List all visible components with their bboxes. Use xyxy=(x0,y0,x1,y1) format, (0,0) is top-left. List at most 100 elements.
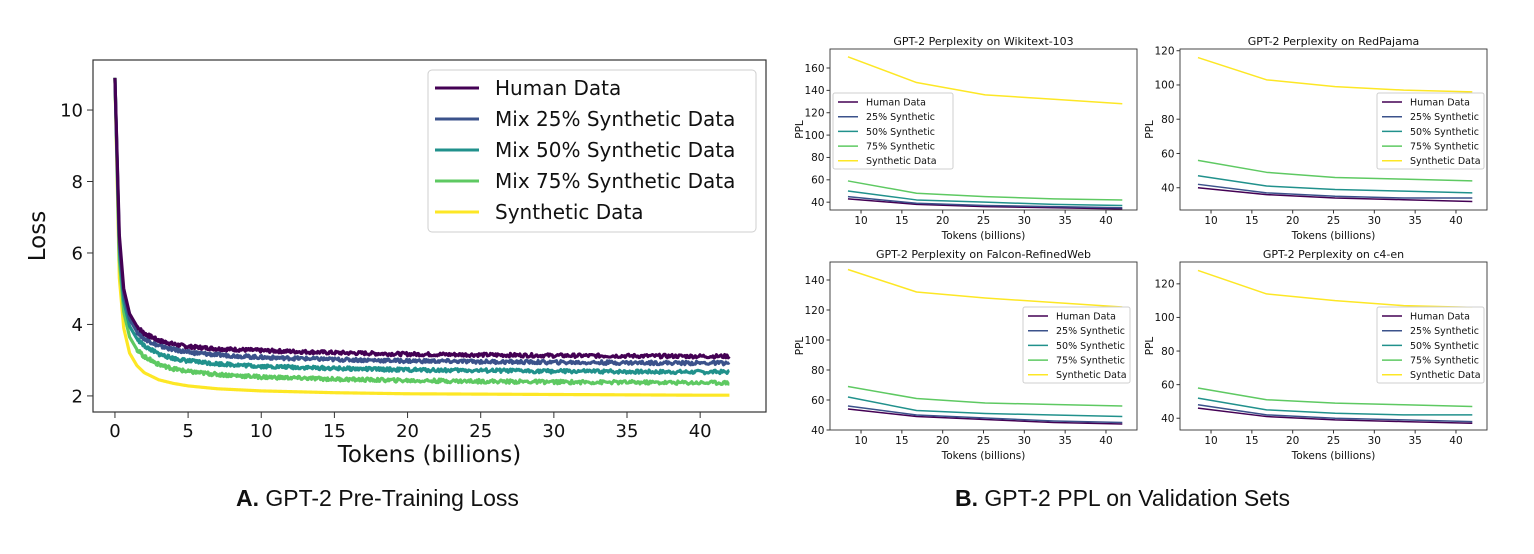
x-tick-label-loss-6: 30 xyxy=(542,421,565,442)
y-tick-label-falcon-1: 60 xyxy=(811,395,824,407)
legend-label-wikitext-0: Human Data xyxy=(866,97,926,108)
x-tick-label-loss-3: 15 xyxy=(323,421,346,442)
y-tick-label-falcon-3: 100 xyxy=(804,335,824,347)
legend-label-redpajama-4: Synthetic Data xyxy=(1410,156,1481,167)
series-line-loss-2 xyxy=(113,77,730,376)
x-tick-label-falcon-0: 10 xyxy=(854,435,867,447)
y-tick-label-wikitext-6: 160 xyxy=(804,63,824,75)
legend-label-redpajama-2: 50% Synthetic xyxy=(1410,127,1479,138)
legend-label-falcon-3: 75% Synthetic xyxy=(1056,356,1125,367)
chart-title-wikitext: GPT-2 Perplexity on Wikitext-103 xyxy=(893,35,1073,48)
series-line-c4-0 xyxy=(1197,407,1473,425)
x-tick-label-falcon-2: 20 xyxy=(936,435,949,447)
y-tick-label-redpajama-3: 100 xyxy=(1154,80,1174,92)
y-tick-label-wikitext-4: 120 xyxy=(804,108,824,120)
legend-label-falcon-4: Synthetic Data xyxy=(1056,370,1127,381)
x-tick-label-c4-2: 20 xyxy=(1286,435,1299,447)
chart-title-c4: GPT-2 Perplexity on c4-en xyxy=(1263,248,1404,261)
caption-a-label: A. xyxy=(236,485,259,511)
legend-label-c4-2: 50% Synthetic xyxy=(1410,341,1479,352)
x-tick-label-loss-8: 40 xyxy=(689,421,712,442)
caption-b: B. GPT-2 PPL on Validation Sets xyxy=(955,485,1290,512)
x-tick-label-c4-1: 15 xyxy=(1245,435,1258,447)
x-tick-label-wikitext-2: 20 xyxy=(936,215,949,227)
x-tick-label-c4-6: 40 xyxy=(1449,435,1462,447)
series-line-falcon-1 xyxy=(847,405,1123,424)
x-tick-label-falcon-5: 35 xyxy=(1058,435,1071,447)
chart-wikitext: 10 15 20 25 30 35 40 40 60 80 100 120 140 160 Tokens (… xyxy=(794,35,1138,242)
y-tick-label-falcon-4: 120 xyxy=(804,305,824,317)
x-tick-label-wikitext-0: 10 xyxy=(854,215,867,227)
y-axis-label-wikitext: PPL xyxy=(794,120,806,139)
x-tick-label-falcon-1: 15 xyxy=(895,435,908,447)
x-tick-label-redpajama-5: 35 xyxy=(1408,215,1421,227)
y-tick-label-redpajama-1: 60 xyxy=(1161,148,1174,160)
x-axis-label-c4: Tokens (billions) xyxy=(1291,450,1376,462)
x-tick-label-wikitext-6: 40 xyxy=(1099,215,1112,227)
y-tick-label-wikitext-0: 40 xyxy=(811,197,824,209)
axes-frame-loss xyxy=(92,59,767,413)
x-tick-label-redpajama-6: 40 xyxy=(1449,215,1462,227)
legend-label-wikitext-4: Synthetic Data xyxy=(866,156,937,167)
y-tick-label-wikitext-5: 140 xyxy=(804,85,824,97)
x-tick-label-loss-1: 5 xyxy=(182,421,193,442)
x-tick-label-wikitext-1: 15 xyxy=(895,215,908,227)
legend-label-falcon-0: Human Data xyxy=(1056,311,1116,322)
legend-label-c4-3: 75% Synthetic xyxy=(1410,356,1479,367)
y-tick-label-falcon-5: 140 xyxy=(804,275,824,287)
y-tick-label-loss-1: 4 xyxy=(72,315,83,336)
y-tick-label-c4-0: 40 xyxy=(1161,413,1174,425)
series-line-redpajama-0 xyxy=(1197,186,1473,203)
caption-b-label: B. xyxy=(955,485,978,511)
x-tick-label-c4-0: 10 xyxy=(1204,435,1217,447)
x-tick-label-c4-3: 25 xyxy=(1327,435,1340,447)
x-tick-label-loss-4: 20 xyxy=(396,421,419,442)
y-tick-label-wikitext-3: 100 xyxy=(804,130,824,142)
x-tick-label-falcon-4: 30 xyxy=(1018,435,1031,447)
series-line-falcon-4 xyxy=(847,268,1123,308)
x-tick-label-falcon-3: 25 xyxy=(977,435,990,447)
x-tick-label-redpajama-1: 15 xyxy=(1245,215,1258,227)
series-line-redpajama-2 xyxy=(1197,174,1473,194)
y-tick-label-c4-4: 120 xyxy=(1154,279,1174,291)
legend-label-c4-1: 25% Synthetic xyxy=(1410,326,1479,337)
x-tick-label-redpajama-3: 25 xyxy=(1327,215,1340,227)
x-tick-label-loss-7: 35 xyxy=(616,421,639,442)
y-tick-label-falcon-2: 80 xyxy=(811,365,824,377)
legend-label-loss-0: Human Data xyxy=(495,76,621,100)
y-tick-label-loss-2: 6 xyxy=(72,243,83,264)
series-line-falcon-0 xyxy=(847,408,1123,425)
x-tick-label-redpajama-0: 10 xyxy=(1204,215,1217,227)
x-tick-label-wikitext-5: 35 xyxy=(1058,215,1071,227)
legend-box-redpajama xyxy=(1376,92,1485,170)
legend-label-falcon-1: 25% Synthetic xyxy=(1056,326,1125,337)
y-tick-label-wikitext-2: 80 xyxy=(811,152,824,164)
x-tick-label-loss-5: 25 xyxy=(469,421,492,442)
series-line-falcon-2 xyxy=(847,396,1123,418)
chart-c4: 10 15 20 25 30 35 40 40 60 80 100 120 Tokens (billio… xyxy=(1144,248,1488,462)
legend-label-redpajama-1: 25% Synthetic xyxy=(1410,112,1479,123)
series-line-c4-2 xyxy=(1197,397,1473,416)
chart-title-redpajama: GPT-2 Perplexity on RedPajama xyxy=(1248,35,1420,48)
y-tick-label-wikitext-1: 60 xyxy=(811,175,824,187)
chart-title-falcon: GPT-2 Perplexity on Falcon-RefinedWeb xyxy=(876,248,1091,261)
y-tick-label-loss-4: 10 xyxy=(60,101,83,122)
caption-a: A. GPT-2 Pre-Training Loss xyxy=(236,485,519,512)
caption-b-text: GPT-2 PPL on Validation Sets xyxy=(984,485,1290,511)
x-tick-label-c4-5: 35 xyxy=(1408,435,1421,447)
series-line-wikitext-1 xyxy=(847,195,1123,209)
legend-box-loss xyxy=(427,69,757,233)
series-line-redpajama-1 xyxy=(1197,183,1473,199)
legend-label-loss-4: Synthetic Data xyxy=(495,200,644,224)
legend-box-c4 xyxy=(1376,306,1485,384)
series-line-loss-1 xyxy=(113,77,731,367)
x-tick-label-redpajama-2: 20 xyxy=(1286,215,1299,227)
series-line-wikitext-2 xyxy=(847,190,1123,207)
legend-label-loss-3: Mix 75% Synthetic Data xyxy=(495,169,735,193)
y-tick-label-loss-0: 2 xyxy=(72,386,83,407)
x-tick-label-redpajama-4: 30 xyxy=(1368,215,1381,227)
series-line-loss-0 xyxy=(113,77,731,360)
x-axis-label-redpajama: Tokens (billions) xyxy=(1291,230,1376,242)
series-line-c4-1 xyxy=(1197,404,1473,423)
